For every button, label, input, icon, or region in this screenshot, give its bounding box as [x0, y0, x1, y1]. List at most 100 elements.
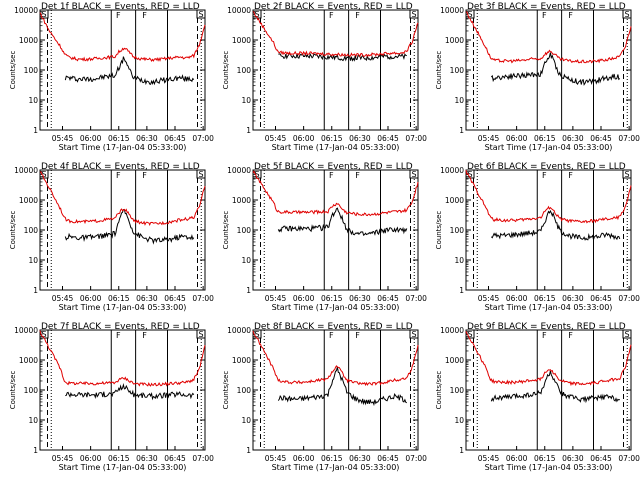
y-axis-label: Counts/sec [435, 51, 443, 90]
flag-label: S [42, 170, 47, 179]
panel-title: Det 5f BLACK = Events, RED = LLD [254, 162, 413, 172]
flag-mark: F [116, 11, 121, 20]
lld-series-line [39, 12, 206, 62]
y-tick-label: 100 [237, 226, 252, 235]
y-tick-label: 1000 [232, 356, 251, 365]
plot-frame [39, 169, 206, 291]
x-tick-label: 06:15 [321, 134, 343, 143]
x-tick-label: 05:45 [52, 294, 74, 303]
flag-mark: F [142, 331, 147, 340]
flag-mark: F [116, 171, 121, 180]
x-tick-label: 05:45 [52, 134, 74, 143]
y-axis-label: Counts/sec [435, 371, 443, 410]
x-tick-label: 05:45 [478, 134, 500, 143]
x-tick-label: 06:45 [590, 454, 612, 463]
y-tick-label: 10 [454, 96, 464, 105]
panel-title: Det 8f BLACK = Events, RED = LLD [254, 322, 413, 332]
flag-label: S [412, 170, 417, 179]
x-tick-label: 06:15 [534, 134, 556, 143]
x-tick-label: 07:00 [192, 294, 214, 303]
flag-mark: F [568, 11, 573, 20]
x-tick-label: 06:45 [590, 294, 612, 303]
y-tick-label: 10 [454, 256, 464, 265]
x-tick-label: 07:00 [192, 134, 214, 143]
x-axis-label: Start Time (17-Jan-04 05:33:00) [272, 143, 400, 152]
x-tick-label: 06:30 [136, 294, 158, 303]
x-tick-label: 06:15 [321, 454, 343, 463]
panel-title: Det 3f BLACK = Events, RED = LLD [467, 2, 626, 12]
x-tick-label: 06:30 [136, 134, 158, 143]
x-tick-label: 05:45 [265, 454, 287, 463]
flag-label: S [468, 10, 473, 19]
events-series-line [490, 209, 621, 242]
x-axis-label: Start Time (17-Jan-04 05:33:00) [485, 303, 613, 312]
x-tick-label: 06:30 [349, 454, 371, 463]
flag-label: S [255, 10, 260, 19]
y-axis-label: Counts/sec [9, 371, 17, 410]
flag-mark: F [142, 11, 147, 20]
x-tick-label: 05:45 [265, 294, 287, 303]
y-tick-label: 10 [241, 256, 251, 265]
x-tick-label: 06:15 [534, 454, 556, 463]
x-tick-label: 06:30 [562, 294, 584, 303]
flag-label: S [468, 330, 473, 339]
y-tick-label: 10000 [440, 166, 464, 175]
y-tick-label: 10000 [14, 166, 38, 175]
x-tick-label: 06:00 [293, 134, 315, 143]
y-tick-label: 10000 [227, 326, 251, 335]
x-tick-label: 06:15 [108, 454, 130, 463]
flag-label: S [625, 10, 630, 19]
flag-label: S [468, 170, 473, 179]
x-tick-label: 06:15 [108, 294, 130, 303]
flag-mark: F [329, 331, 334, 340]
x-axis-label: Start Time (17-Jan-04 05:33:00) [59, 143, 187, 152]
events-series-line [64, 209, 195, 245]
x-tick-label: 05:45 [265, 134, 287, 143]
flag-mark: F [329, 11, 334, 20]
y-tick-label: 10000 [227, 6, 251, 15]
flag-label: S [42, 330, 47, 339]
x-tick-label: 07:00 [405, 294, 427, 303]
x-tick-label: 06:30 [349, 294, 371, 303]
events-series-line [278, 52, 407, 62]
flag-mark: F [355, 331, 360, 340]
y-tick-label: 1000 [232, 196, 251, 205]
x-tick-label: 06:00 [506, 294, 528, 303]
flag-mark: F [355, 171, 360, 180]
lld-series-line [252, 170, 419, 217]
panel-title: Det 7f BLACK = Events, RED = LLD [41, 322, 200, 332]
events-series-line [490, 52, 621, 86]
y-tick-label: 1 [246, 446, 251, 455]
events-series-line [490, 370, 621, 404]
y-tick-label: 1 [246, 126, 251, 135]
y-tick-label: 1000 [19, 196, 38, 205]
flag-mark: F [116, 331, 121, 340]
x-tick-label: 07:00 [192, 454, 214, 463]
y-axis-label: Counts/sec [435, 211, 443, 250]
flag-mark: F [568, 331, 573, 340]
x-tick-label: 07:00 [405, 134, 427, 143]
plot-frame [465, 169, 632, 291]
x-tick-label: 06:30 [562, 454, 584, 463]
x-tick-label: 06:30 [562, 134, 584, 143]
y-tick-label: 1 [33, 286, 38, 295]
x-tick-label: 05:45 [52, 454, 74, 463]
flag-mark: F [329, 171, 334, 180]
y-tick-label: 10 [241, 416, 251, 425]
y-axis-label: Counts/sec [9, 211, 17, 250]
flag-label: S [625, 170, 630, 179]
flag-label: S [255, 170, 260, 179]
y-tick-label: 10 [241, 96, 251, 105]
plot-frame [252, 9, 419, 131]
lld-series-line [39, 171, 206, 227]
lld-series-line [465, 11, 632, 64]
x-tick-label: 07:00 [618, 454, 640, 463]
y-tick-label: 10000 [440, 326, 464, 335]
panel-title: Det 2f BLACK = Events, RED = LLD [254, 2, 413, 12]
flag-mark: F [542, 171, 547, 180]
x-tick-label: 06:45 [377, 454, 399, 463]
